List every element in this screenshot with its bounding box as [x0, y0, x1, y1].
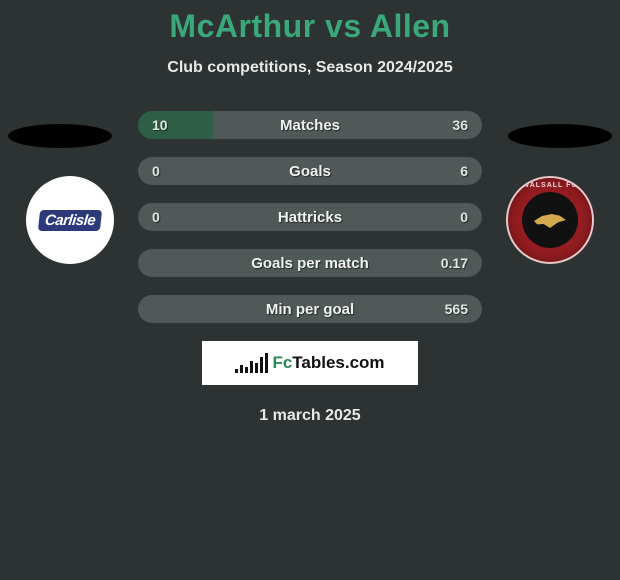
site-suffix: Tables.com: [292, 353, 384, 372]
stat-label: Goals: [192, 163, 428, 180]
site-name: FcTables.com: [272, 353, 384, 373]
comparison-card: McArthur vs Allen Club competitions, Sea…: [0, 0, 620, 425]
bar-icon-segment: [250, 361, 253, 373]
player-shadow-right: [508, 124, 612, 148]
bar-icon-segment: [240, 365, 243, 373]
stat-value-right: 0.17: [428, 255, 482, 271]
club-badge-left: Carlisle: [26, 176, 114, 264]
walsall-inner-circle: [522, 192, 578, 248]
club-badge-right: WALSALL FC: [506, 176, 594, 264]
stats-table: 10Matches360Goals60Hattricks0Goals per m…: [138, 111, 482, 323]
match-date: 1 march 2025: [0, 407, 620, 425]
bird-icon: [534, 210, 566, 230]
stat-value-left: 0: [138, 163, 192, 179]
carlisle-logo-text: Carlisle: [38, 210, 102, 231]
stat-row: Min per goal565: [138, 295, 482, 323]
stat-value-right: 565: [428, 301, 482, 317]
stat-label: Goals per match: [192, 255, 428, 272]
stat-value-left: 10: [138, 117, 192, 133]
stat-row: Goals per match0.17: [138, 249, 482, 277]
site-badge: FcTables.com: [202, 341, 418, 385]
stat-row: 0Hattricks0: [138, 203, 482, 231]
stat-value-left: 0: [138, 209, 192, 225]
bar-icon-segment: [245, 367, 248, 373]
stat-value-right: 36: [428, 117, 482, 133]
stat-label: Matches: [192, 117, 428, 134]
walsall-fc-text: WALSALL FC: [508, 182, 592, 189]
subtitle: Club competitions, Season 2024/2025: [0, 59, 620, 77]
player-shadow-left: [8, 124, 112, 148]
page-title: McArthur vs Allen: [0, 8, 620, 45]
site-prefix: Fc: [272, 353, 292, 372]
bar-icon-segment: [255, 363, 258, 373]
bar-icon-segment: [235, 369, 238, 373]
stat-row: 10Matches36: [138, 111, 482, 139]
bar-icon-segment: [265, 353, 268, 373]
stat-row: 0Goals6: [138, 157, 482, 185]
stat-value-right: 0: [428, 209, 482, 225]
stat-label: Min per goal: [192, 301, 428, 318]
bar-icon-segment: [260, 357, 263, 373]
stat-label: Hattricks: [192, 209, 428, 226]
bars-icon: [235, 353, 268, 373]
stat-value-right: 6: [428, 163, 482, 179]
